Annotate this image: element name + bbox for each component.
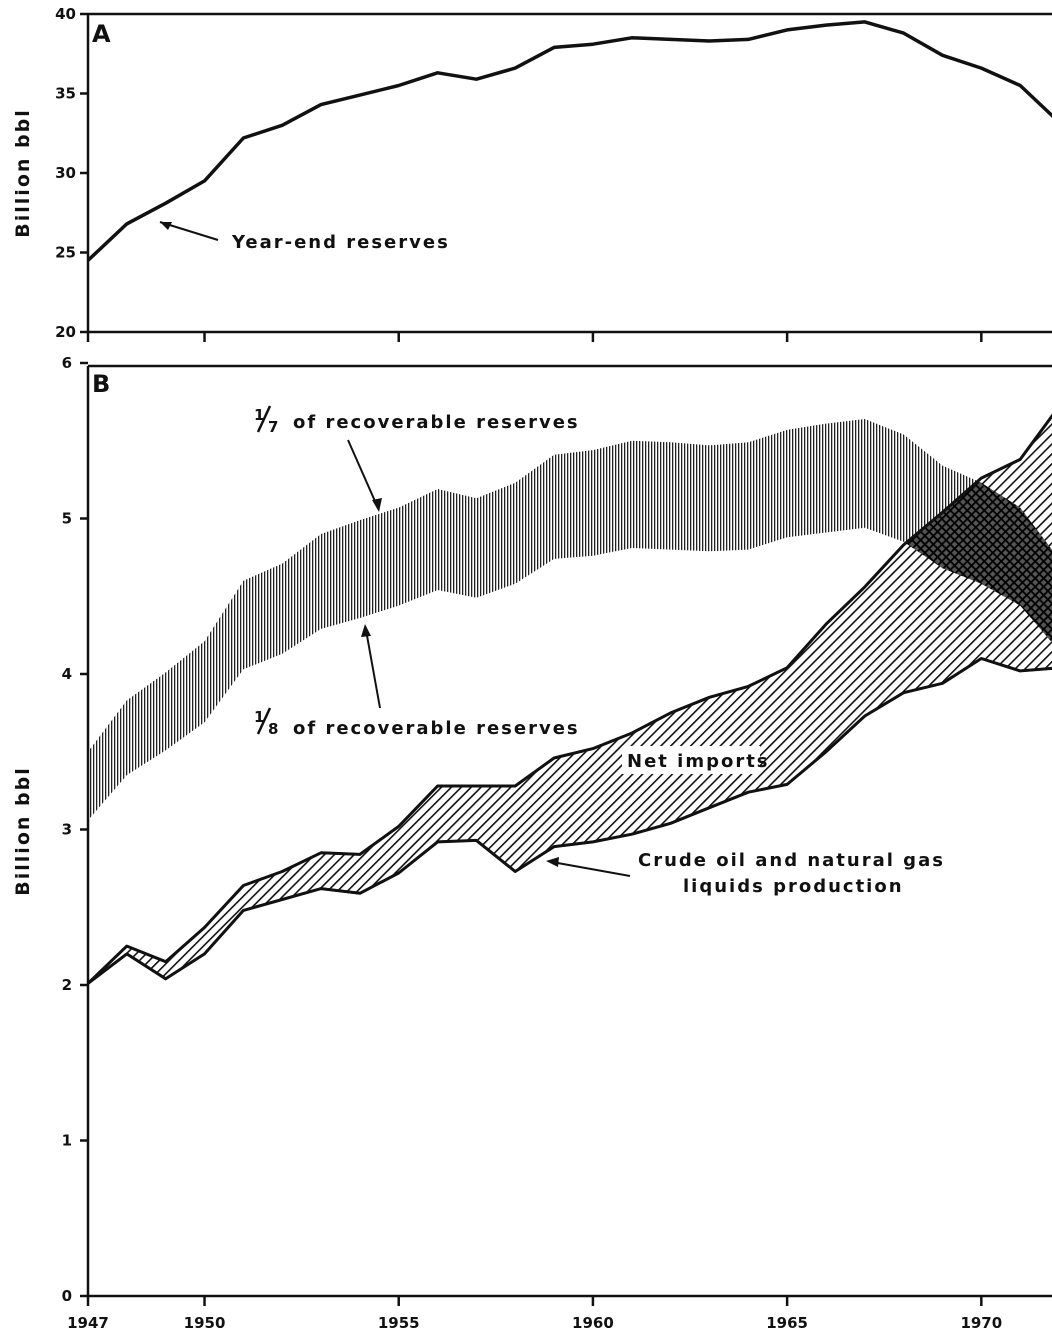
panel-a-y-tick-label-4: 40 [55, 5, 76, 23]
panel-a-y-tick-label-1: 25 [55, 244, 76, 262]
one-eighth-fraction-slash [256, 707, 272, 735]
panel-a-y-tick-label-0: 20 [55, 323, 76, 341]
one-eighth-annotation-text: of recoverable reserves [293, 718, 580, 739]
panel-a-y-axis-label: Billion bbl [12, 108, 34, 237]
x-tick-label-1960: 1960 [572, 1314, 614, 1332]
panel-a-y-ticks: 20 25 30 35 40 [55, 5, 88, 341]
x-tick-label-1965: 1965 [766, 1314, 808, 1332]
panel-a: 20 25 30 35 40 A Billion bbl Year-end reserv… [12, 5, 1052, 342]
panel-b-y-tick-label-0: 0 [62, 1287, 72, 1305]
reserves-annotation: Year-end reserves [231, 232, 450, 253]
panel-b: 0 1 2 3 4 5 6 B Billion bbl 1 7 of recoverable… [12, 354, 1052, 1306]
production-annotation: Crude oil and natural gas liquids produc… [546, 850, 945, 897]
panel-a-y-tick-label-3: 35 [55, 85, 76, 103]
production-annotation-line-1: Crude oil and natural gas [638, 850, 945, 871]
one-seventh-fraction-denominator: 7 [268, 418, 278, 436]
panel-a-x-ticks [86, 332, 983, 342]
production-arrowhead [546, 857, 559, 867]
panel-b-y-tick-label-6: 6 [62, 354, 72, 372]
net-imports-label-background [622, 746, 760, 774]
one-seventh-annotation: 1 7 of recoverable reserves [254, 405, 580, 512]
one-seventh-fraction-numerator: 1 [254, 406, 264, 424]
panel-b-y-ticks: 0 1 2 3 4 5 6 [62, 354, 88, 1305]
panel-b-y-tick-label-3: 3 [62, 821, 72, 839]
one-eighth-fraction-numerator: 1 [254, 708, 264, 726]
reserves-annotation-arrowhead [160, 222, 172, 230]
production-arrow [551, 861, 631, 877]
panel-b-y-tick-label-4: 4 [62, 665, 72, 683]
total-supply-line [88, 413, 1052, 985]
x-tick-label-1950: 1950 [184, 1314, 226, 1332]
one-eighth-arrow [365, 629, 381, 709]
production-annotation-line-2: liquids production [683, 876, 904, 897]
reserves-line [88, 20, 1052, 262]
panel-b-y-tick-label-2: 2 [62, 976, 72, 994]
x-tick-label-1970: 1970 [960, 1314, 1002, 1332]
reserve-band-area [88, 419, 1052, 821]
panel-a-y-tick-label-2: 30 [55, 164, 76, 182]
panel-b-x-ticks [86, 1296, 983, 1306]
one-eighth-annotation: 1 8 of recoverable reserves [254, 624, 580, 739]
panel-b-letter: B [92, 370, 110, 398]
one-seventh-arrow [347, 439, 379, 509]
net-imports-label: Net imports [627, 751, 770, 772]
one-seventh-arrowhead [372, 498, 382, 512]
x-tick-label-1947: 1947 [67, 1314, 109, 1332]
one-eighth-arrowhead [361, 624, 371, 637]
x-tick-label-1955: 1955 [378, 1314, 420, 1332]
panel-a-letter: A [92, 20, 111, 48]
panel-b-y-tick-label-5: 5 [62, 510, 72, 528]
one-seventh-annotation-text: of recoverable reserves [293, 412, 580, 433]
panel-b-y-tick-label-1: 1 [62, 1132, 72, 1150]
production-line [88, 657, 1052, 985]
one-eighth-fraction-denominator: 8 [268, 720, 278, 738]
one-seventh-fraction-slash [256, 405, 272, 433]
x-axis-tick-labels: 1947 1950 1955 1960 1965 1970 [67, 1314, 1002, 1332]
panel-b-y-axis-label: Billion bbl [12, 766, 34, 895]
